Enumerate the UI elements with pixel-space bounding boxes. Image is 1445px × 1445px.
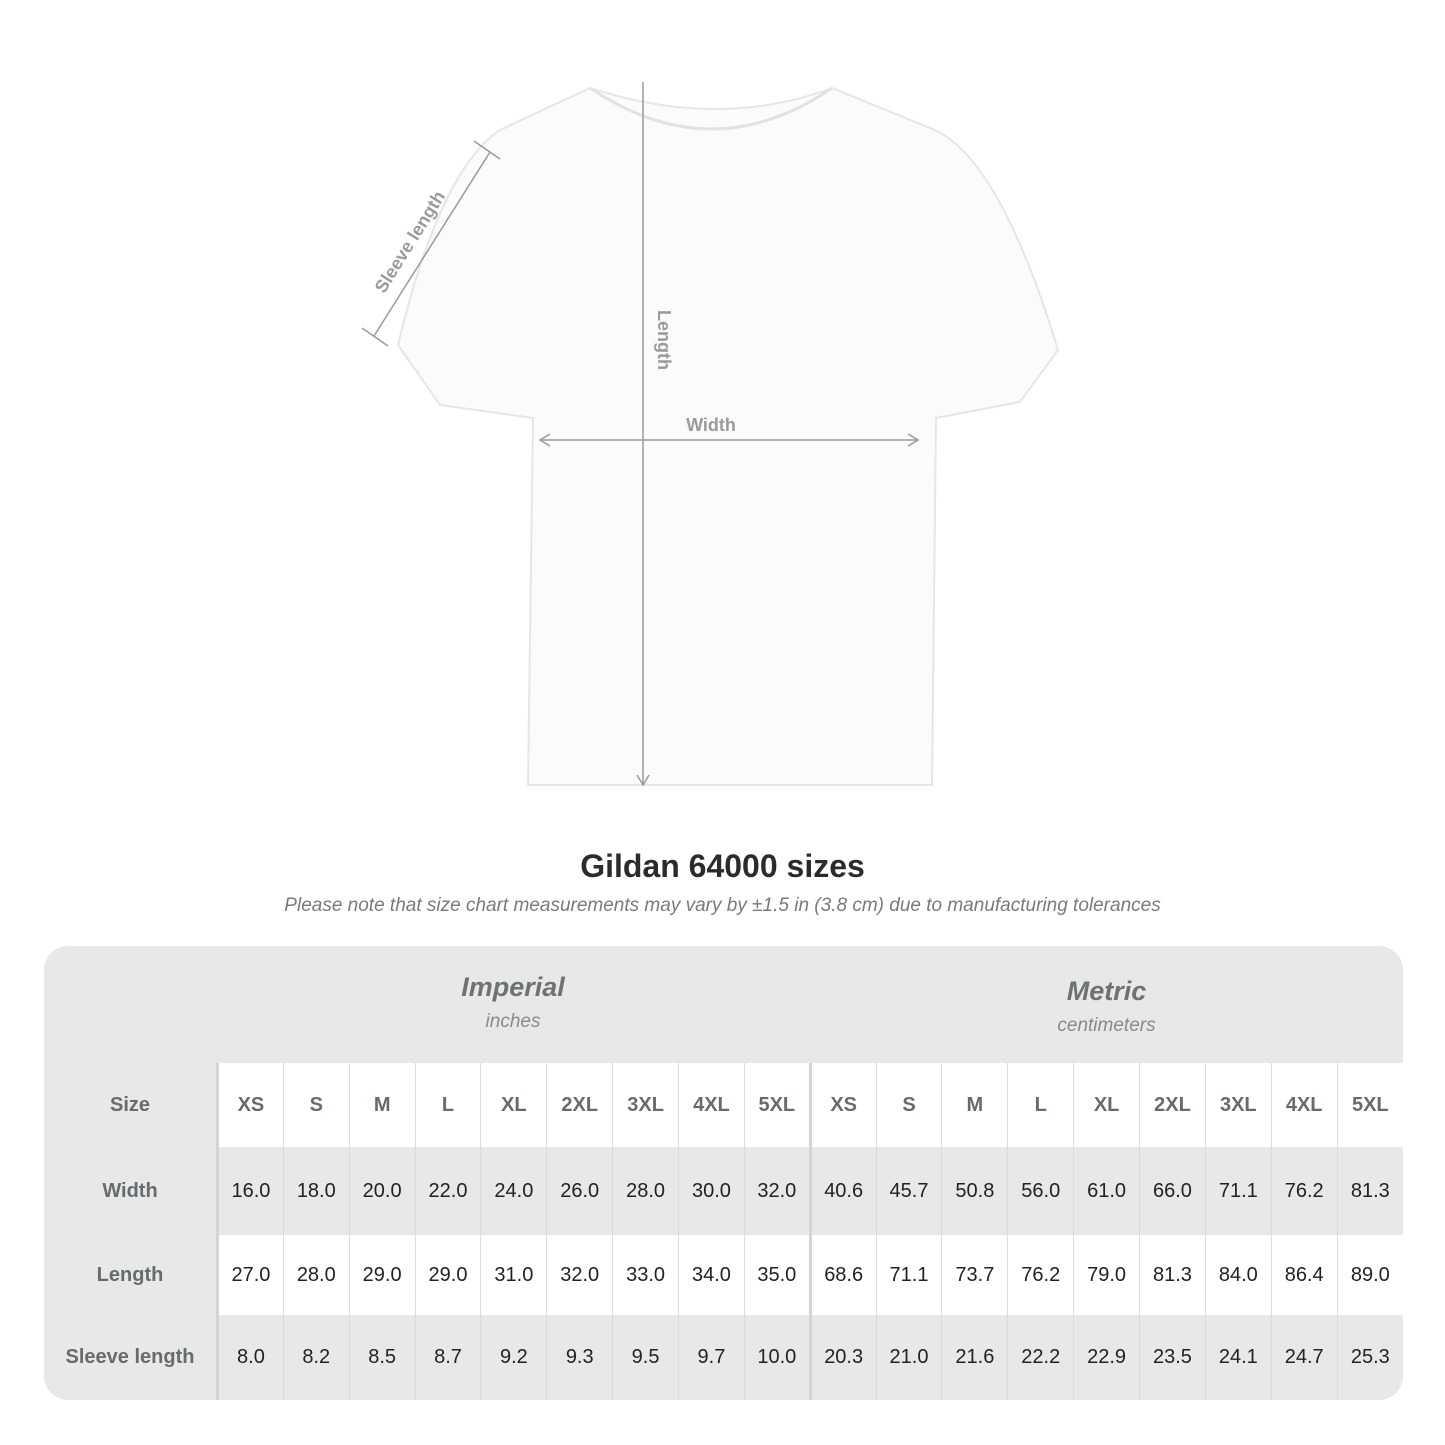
size-label: Size [44, 1063, 219, 1147]
imperial-value: 8.5 [348, 1315, 416, 1400]
imperial-value: 20.0 [348, 1147, 416, 1235]
imperial-size-xs: XS [217, 1063, 284, 1147]
imperial-value: 8.7 [414, 1315, 481, 1400]
row-label: Sleeve length [44, 1315, 219, 1400]
imperial-header: Imperial inches [216, 946, 810, 1063]
metric-value: 81.3 [1139, 1235, 1206, 1315]
imperial-value: 29.0 [348, 1235, 416, 1315]
table-row: Width 16.0 18.0 20.0 22.0 24.0 26.0 28.0 30.0 32.… [44, 1147, 1403, 1235]
metric-value: 79.0 [1073, 1235, 1140, 1315]
imperial-value: 8.2 [282, 1315, 350, 1400]
imperial-value: 28.0 [282, 1235, 350, 1315]
imperial-value: 35.0 [743, 1235, 811, 1315]
metric-value: 76.2 [1270, 1147, 1338, 1235]
metric-value: 73.7 [941, 1235, 1008, 1315]
sleeve-line [373, 151, 491, 337]
metric-value: 22.2 [1007, 1315, 1074, 1400]
metric-value: 68.6 [808, 1235, 877, 1315]
metric-size-5xl: 5XL [1336, 1063, 1403, 1147]
imperial-size-xl: XL [480, 1063, 547, 1147]
metric-size-m: M [941, 1063, 1008, 1147]
imperial-title: Imperial [461, 972, 565, 1002]
imperial-value: 9.7 [678, 1315, 745, 1400]
page-title: Gildan 64000 sizes [580, 848, 865, 884]
tshirt-diagram: Width Length Sleeve length [361, 82, 1060, 787]
measure-lines [361, 82, 920, 787]
collar [589, 86, 833, 131]
metric-size-2xl: 2XL [1139, 1063, 1206, 1147]
imperial-size-s: S [282, 1063, 350, 1147]
metric-unit: centimeters [1057, 1015, 1156, 1036]
imperial-value: 26.0 [546, 1147, 613, 1235]
metric-value: 50.8 [941, 1147, 1008, 1235]
imperial-value: 10.0 [743, 1315, 811, 1400]
tolerance-note: Please note that size chart measurements… [284, 895, 1161, 916]
metric-value: 20.3 [808, 1315, 877, 1400]
row-label: Length [44, 1235, 219, 1315]
imperial-value: 9.2 [480, 1315, 547, 1400]
metric-value: 40.6 [808, 1147, 877, 1235]
metric-value: 56.0 [1007, 1147, 1074, 1235]
metric-value: 21.0 [875, 1315, 942, 1400]
size-header-row: Size XS S M L XL 2XL 3XL 4XL 5XL XS S M L XL 2XL 3XL 4XL 5… [44, 1063, 1403, 1147]
metric-value: 21.6 [941, 1315, 1008, 1400]
metric-value: 76.2 [1007, 1235, 1074, 1315]
metric-size-3xl: 3XL [1204, 1063, 1272, 1147]
metric-title: Metric [1066, 976, 1147, 1006]
size-table-panel: Imperial inches Metric centimeters Size X… [44, 946, 1403, 1400]
table-row: Sleeve length 8.0 8.2 8.5 8.7 9.2 9.3 9.5 9.7 10.… [44, 1315, 1403, 1400]
metric-value: 23.5 [1139, 1315, 1206, 1400]
imperial-size-2xl: 2XL [546, 1063, 613, 1147]
imperial-value: 22.0 [414, 1147, 481, 1235]
imperial-value: 24.0 [480, 1147, 547, 1235]
metric-value: 84.0 [1204, 1235, 1272, 1315]
imperial-value: 18.0 [282, 1147, 350, 1235]
imperial-value: 32.0 [546, 1235, 613, 1315]
metric-size-l: L [1007, 1063, 1074, 1147]
metric-value: 22.9 [1073, 1315, 1140, 1400]
metric-value: 25.3 [1336, 1315, 1403, 1400]
imperial-value: 28.0 [612, 1147, 679, 1235]
imperial-size-m: M [348, 1063, 416, 1147]
imperial-value: 31.0 [480, 1235, 547, 1315]
imperial-size-4xl: 4XL [678, 1063, 745, 1147]
metric-size-4xl: 4XL [1270, 1063, 1338, 1147]
row-label: Width [44, 1147, 219, 1235]
metric-value: 71.1 [875, 1235, 942, 1315]
metric-value: 89.0 [1336, 1235, 1403, 1315]
imperial-unit: inches [485, 1011, 541, 1032]
imperial-value: 34.0 [678, 1235, 745, 1315]
length-label: Length [654, 310, 674, 370]
imperial-value: 30.0 [678, 1147, 745, 1235]
metric-size-xl: XL [1073, 1063, 1140, 1147]
imperial-value: 9.5 [612, 1315, 679, 1400]
metric-header: Metric centimeters [810, 946, 1403, 1063]
imperial-value: 33.0 [612, 1235, 679, 1315]
metric-value: 71.1 [1204, 1147, 1272, 1235]
table-row: Length 27.0 28.0 29.0 29.0 31.0 32.0 33.0 34.0 35… [44, 1235, 1403, 1315]
metric-value: 81.3 [1336, 1147, 1403, 1235]
imperial-value: 29.0 [414, 1235, 481, 1315]
imperial-value: 9.3 [546, 1315, 613, 1400]
metric-value: 45.7 [875, 1147, 942, 1235]
imperial-size-5xl: 5XL [743, 1063, 811, 1147]
metric-value: 61.0 [1073, 1147, 1140, 1235]
imperial-value: 16.0 [217, 1147, 284, 1235]
imperial-size-l: L [414, 1063, 481, 1147]
width-label: Width [686, 415, 736, 435]
metric-value: 24.1 [1204, 1315, 1272, 1400]
imperial-size-3xl: 3XL [612, 1063, 679, 1147]
metric-size-s: S [875, 1063, 942, 1147]
metric-size-xs: XS [808, 1063, 877, 1147]
imperial-value: 32.0 [743, 1147, 811, 1235]
imperial-value: 8.0 [217, 1315, 284, 1400]
metric-value: 66.0 [1139, 1147, 1206, 1235]
metric-value: 86.4 [1270, 1235, 1338, 1315]
tshirt-shape [396, 86, 1060, 786]
size-table: Size XS S M L XL 2XL 3XL 4XL 5XL XS S M L XL 2XL 3XL 4XL 5… [44, 1063, 1403, 1400]
imperial-value: 27.0 [217, 1235, 284, 1315]
metric-value: 24.7 [1270, 1315, 1338, 1400]
